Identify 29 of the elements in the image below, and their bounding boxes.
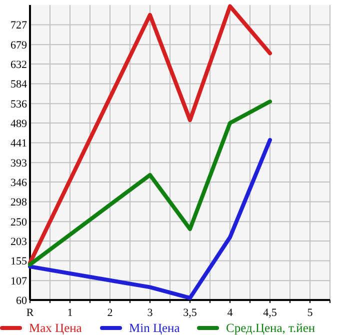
y-tick-label: 60: [16, 294, 28, 307]
legend-label: Сред.Цена, т.йен: [226, 321, 316, 335]
x-tick-label: 5: [307, 307, 314, 319]
line-series: [28, 100, 272, 267]
y-tick-label: 393: [10, 157, 28, 170]
x-tick-label: 4: [227, 307, 234, 319]
legend-label: Max Цена: [29, 321, 82, 335]
x-tick-label: R: [26, 307, 34, 319]
y-tick-label: 727: [10, 20, 28, 32]
y-tick-label: 155: [10, 256, 28, 268]
x-tick-label: 4,5: [263, 307, 278, 319]
y-tick-label: 250: [10, 216, 28, 228]
y-tick-label: 298: [10, 196, 28, 209]
y-tick-label: 346: [10, 176, 28, 189]
y-tick-label: 536: [10, 98, 28, 110]
x-tick-label: 3,5: [183, 307, 198, 319]
x-tick-label: 1: [67, 307, 73, 319]
y-tick-label: 107: [10, 275, 28, 288]
y-tick-label: 489: [10, 118, 28, 130]
y-tick-label: 203: [10, 236, 28, 248]
y-tick-label: 584: [10, 78, 28, 91]
x-tick-label: 2: [107, 307, 113, 319]
line-series: [28, 4, 272, 265]
x-tick-label: 3: [147, 307, 154, 319]
y-tick-label: 441: [10, 138, 27, 150]
legend-label: Min Цена: [129, 321, 180, 335]
y-tick-label: 632: [10, 58, 27, 71]
line-series: [28, 138, 272, 300]
y-tick-label: 679: [10, 39, 28, 52]
